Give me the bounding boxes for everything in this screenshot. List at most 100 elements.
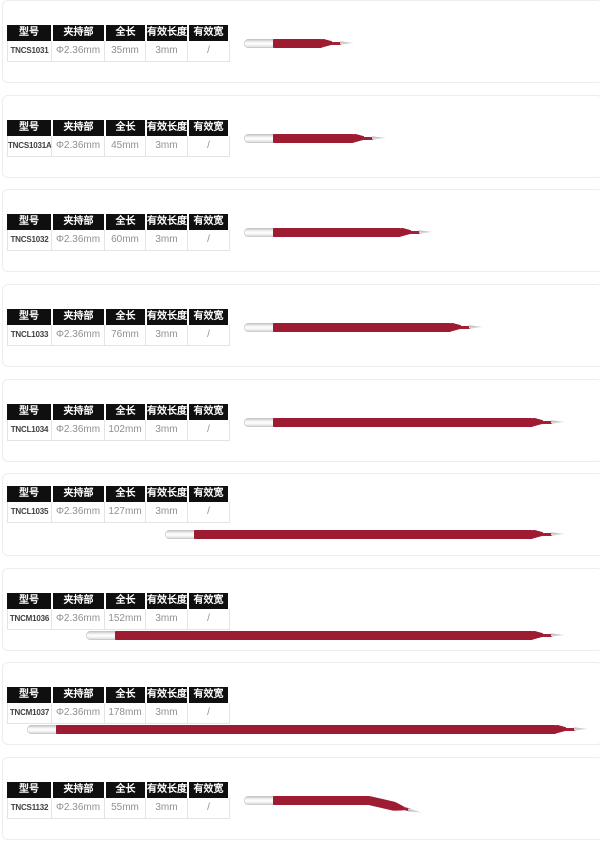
spec-header-cell-effective-length: 有效长度 xyxy=(147,593,187,609)
clamp-cell: Φ2.36mm xyxy=(52,325,105,345)
spec-table-row: TNCM1036 Φ2.36mm 152mm 3mm / xyxy=(7,609,230,630)
spec-table-row: TNCL1035 Φ2.36mm 127mm 3mm / xyxy=(7,502,230,523)
spec-header-cell-clamp: 夹持部 xyxy=(53,404,104,420)
effective-width-cell: / xyxy=(207,45,210,56)
clamp-cell: Φ2.36mm xyxy=(52,136,105,156)
electrode-body-taper xyxy=(322,38,332,48)
spec-header-cell-model: 型号 xyxy=(7,593,51,609)
electrode-body-taper xyxy=(556,724,566,734)
electrode-tip xyxy=(551,420,565,424)
spec-table: 型号 夹持部 全长 有效长度 有效宽度 TNCS1032 Φ2.36mm 60m… xyxy=(7,214,230,251)
electrode-shaft xyxy=(244,38,275,48)
electrode-body xyxy=(273,795,370,805)
electrode-image xyxy=(86,627,565,643)
electrode-image xyxy=(244,35,354,51)
spec-header-cell-effective-width: 有效宽度 xyxy=(189,486,228,515)
product-card: 型号 夹持部 全长 有效长度 有效宽度 TNCS1031A Φ2.36mm 45… xyxy=(2,95,600,178)
spec-table: 型号 夹持部 全长 有效长度 有效宽度 TNCS1132 Φ2.36mm 55m… xyxy=(7,782,230,819)
total-length-cell: 127mm xyxy=(105,502,146,522)
spec-header-cell-model: 型号 xyxy=(7,687,51,703)
total-length-cell: 152mm xyxy=(105,609,146,629)
clamp-cell: Φ2.36mm xyxy=(52,230,105,250)
model-cell: TNCS1132 xyxy=(8,798,52,818)
spec-table: 型号 夹持部 全长 有效长度 有效宽度 TNCL1034 Φ2.36mm 102… xyxy=(7,404,230,441)
model-cell: TNCS1031 xyxy=(8,41,52,61)
product-card: 型号 夹持部 全长 有效长度 有效宽度 TNCS1032 Φ2.36mm 60m… xyxy=(2,189,600,272)
clamp-cell: Φ2.36mm xyxy=(52,502,105,522)
effective-width-cell: / xyxy=(207,802,210,813)
electrode-tip xyxy=(551,633,565,637)
electrode-image xyxy=(165,526,565,542)
spec-header-cell-total-length: 全长 xyxy=(106,404,145,420)
spec-table-row: TNCM1037 Φ2.36mm 178mm 3mm / xyxy=(7,703,230,724)
spec-header-cell-clamp: 夹持部 xyxy=(53,486,104,502)
product-card: 型号 夹持部 全长 有效长度 有效宽度 TNCS1031 Φ2.36mm 35m… xyxy=(2,0,600,83)
electrode-image xyxy=(244,224,433,240)
product-card: 型号 夹持部 全长 有效长度 有效宽度 TNCM1037 Φ2.36mm 178… xyxy=(2,662,600,745)
spec-header-cell-clamp: 夹持部 xyxy=(53,214,104,230)
effective-length-cell: 3mm xyxy=(146,420,188,440)
spec-header-cell-effective-width: 有效宽度 xyxy=(189,120,228,149)
electrode-shaft xyxy=(244,133,275,143)
spec-header-cell-total-length: 全长 xyxy=(106,593,145,609)
spec-header-cell-total-length: 全长 xyxy=(106,214,145,230)
spec-header-cell-effective-length: 有效长度 xyxy=(147,782,187,798)
spec-header-cell-total-length: 全长 xyxy=(106,309,145,325)
spec-header-cell-effective-width: 有效宽度 xyxy=(189,214,228,243)
spec-header-cell-clamp: 夹持部 xyxy=(53,120,104,136)
spec-table-header: 型号 夹持部 全长 有效长度 有效宽度 xyxy=(7,404,230,433)
spec-header-cell-clamp: 夹持部 xyxy=(53,782,104,798)
electrode-shaft xyxy=(27,724,58,734)
effective-width-cell: / xyxy=(207,140,210,151)
spec-table-row: TNCS1032 Φ2.36mm 60mm 3mm / xyxy=(7,230,230,251)
clamp-cell: Φ2.36mm xyxy=(52,798,105,818)
model-cell: TNCM1036 xyxy=(8,609,52,629)
electrode-body-taper xyxy=(533,529,543,539)
spec-table-header: 型号 夹持部 全长 有效长度 有效宽度 xyxy=(7,309,230,338)
electrode-shaft xyxy=(244,795,275,805)
spec-header-cell-total-length: 全长 xyxy=(106,486,145,502)
effective-length-cell: 3mm xyxy=(146,609,188,629)
effective-length-cell: 3mm xyxy=(146,325,188,345)
spec-table-header: 型号 夹持部 全长 有效长度 有效宽度 xyxy=(7,25,230,54)
total-length-cell: 60mm xyxy=(105,230,146,250)
spec-table-row: TNCS1132 Φ2.36mm 55mm 3mm / xyxy=(7,798,230,819)
electrode-body xyxy=(273,133,354,143)
electrode-image xyxy=(244,792,417,808)
product-card: 型号 夹持部 全长 有效长度 有效宽度 TNCL1035 Φ2.36mm 127… xyxy=(2,473,600,556)
spec-header-cell-model: 型号 xyxy=(7,120,51,136)
electrode-body-taper xyxy=(451,322,461,332)
product-card: 型号 夹持部 全长 有效长度 有效宽度 TNCL1033 Φ2.36mm 76m… xyxy=(2,284,600,367)
electrode-shaft xyxy=(165,529,196,539)
total-length-cell: 102mm xyxy=(105,420,146,440)
spec-header-cell-effective-length: 有效长度 xyxy=(147,486,187,502)
spec-table: 型号 夹持部 全长 有效长度 有效宽度 TNCS1031 Φ2.36mm 35m… xyxy=(7,25,230,62)
electrode-tip xyxy=(469,325,483,329)
spec-header-cell-effective-length: 有效长度 xyxy=(147,404,187,420)
effective-width-cell: / xyxy=(207,424,210,435)
total-length-cell: 35mm xyxy=(105,41,146,61)
spec-table: 型号 夹持部 全长 有效长度 有效宽度 TNCM1036 Φ2.36mm 152… xyxy=(7,593,230,630)
effective-width-cell: / xyxy=(207,329,210,340)
spec-header-cell-clamp: 夹持部 xyxy=(53,309,104,325)
model-cell: TNCL1034 xyxy=(8,420,52,440)
product-card: 型号 夹持部 全长 有效长度 有效宽度 TNCL1034 Φ2.36mm 102… xyxy=(2,379,600,462)
spec-header-cell-model: 型号 xyxy=(7,25,51,41)
spec-table-header: 型号 夹持部 全长 有效长度 有效宽度 xyxy=(7,593,230,622)
spec-table-row: TNCS1031A Φ2.36mm 45mm 3mm / xyxy=(7,136,230,157)
electrode-tip xyxy=(372,136,386,140)
spec-table: 型号 夹持部 全长 有效长度 有效宽度 TNCL1033 Φ2.36mm 76m… xyxy=(7,309,230,346)
electrode-wire xyxy=(410,230,420,234)
spec-header-cell-effective-width: 有效宽度 xyxy=(189,782,228,811)
model-cell: TNCL1035 xyxy=(8,502,52,522)
spec-header-cell-effective-length: 有效长度 xyxy=(147,25,187,41)
electrode-tip xyxy=(419,230,433,234)
spec-table-row: TNCS1031 Φ2.36mm 35mm 3mm / xyxy=(7,41,230,62)
clamp-cell: Φ2.36mm xyxy=(52,41,105,61)
spec-table: 型号 夹持部 全长 有效长度 有效宽度 TNCM1037 Φ2.36mm 178… xyxy=(7,687,230,724)
effective-width-cell: / xyxy=(207,613,210,624)
electrode-image xyxy=(27,721,588,737)
electrode-body xyxy=(273,38,322,48)
spec-header-cell-effective-length: 有效长度 xyxy=(147,120,187,136)
spec-table-row: TNCL1034 Φ2.36mm 102mm 3mm / xyxy=(7,420,230,441)
